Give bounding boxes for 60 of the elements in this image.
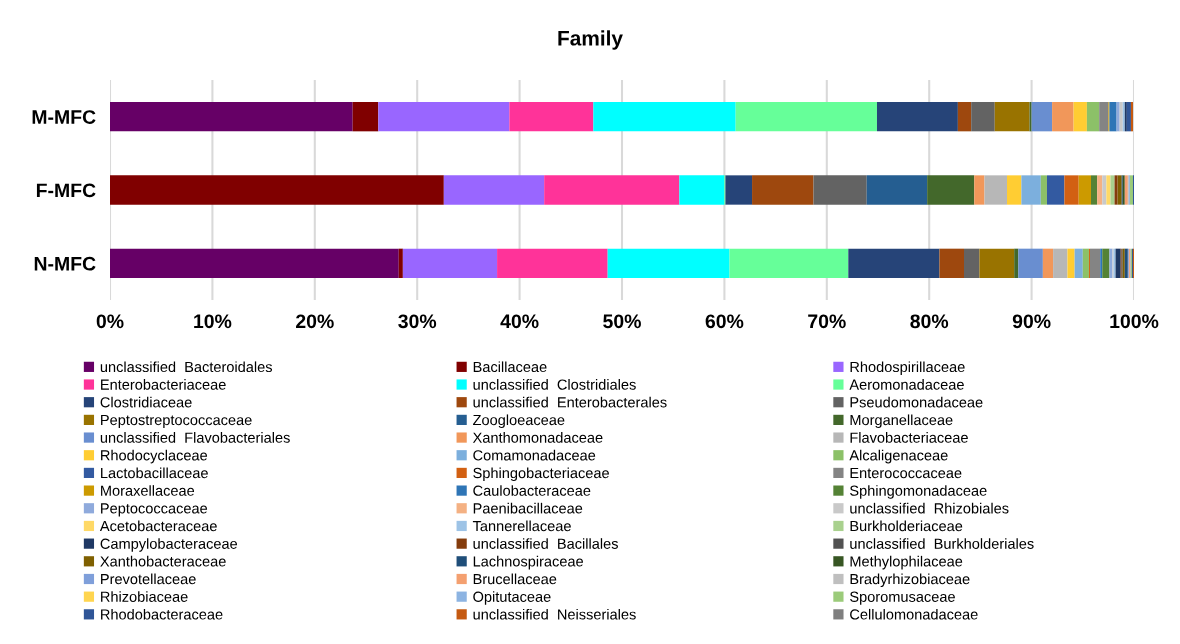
legend-label: Prevotellaceae — [101, 573, 196, 585]
legend-label: Sporomusaceae — [850, 591, 955, 605]
legend-label: unclassified Bacillales — [473, 538, 618, 549]
legend-label: Brucellaceae — [473, 573, 557, 585]
y-tick-label: F-MFC — [36, 183, 96, 198]
legend-label: Rhodospirillaceae — [850, 361, 965, 375]
legend-label: unclassified Rhizobiales — [850, 502, 1009, 514]
x-tick-label: 60% — [705, 314, 744, 329]
x-tick-label: 30% — [398, 314, 437, 329]
legend-label: unclassified Neisseriales — [473, 608, 636, 620]
x-tick-label: 70% — [808, 314, 846, 329]
chart-title: Family — [558, 30, 623, 50]
x-tick-label: 50% — [603, 314, 641, 329]
x-tick-label: 0% — [96, 314, 124, 329]
legend-label: Moraxellaceae — [101, 485, 195, 496]
legend-label: Aeromonadaceae — [849, 379, 964, 390]
legend-label: Clostridiaceae — [100, 396, 192, 408]
y-tick-label: N-MFC — [34, 256, 96, 271]
legend-label: Sphingomonadaceae — [850, 485, 987, 499]
x-tick-label: 10% — [194, 314, 232, 329]
legend-label: Burkholderiaceae — [850, 520, 963, 532]
legend-label: Lactobacillaceae — [101, 467, 208, 479]
legend-label: Rhizobiaceae — [101, 591, 188, 602]
legend-label: Enterobacteriaceae — [101, 379, 226, 390]
legend-label: Xanthobacteraceae — [100, 555, 226, 567]
legend-label: Lachnospiraceae — [473, 555, 584, 570]
legend-label: Flavobacteriaceae — [850, 432, 968, 443]
legend-label: Methylophilaceae — [850, 555, 963, 570]
legend-label: Paenibacillaceae — [473, 502, 583, 514]
legend-label: Zoogloeaceae — [473, 414, 565, 429]
legend-label: Opitutaceae — [473, 591, 551, 605]
x-tick-label: 100% — [1110, 314, 1159, 329]
x-tick-label: 40% — [500, 314, 539, 329]
legend-label: Caulobacteraceae — [473, 485, 591, 496]
legend-label: Enterococcaceae — [850, 468, 962, 479]
legend-label: unclassified Bacteroidales — [100, 361, 273, 373]
legend-label: Acetobacteraceae — [99, 520, 217, 532]
legend-label: Comamonadaceae — [473, 449, 596, 461]
legend-label: Morganellaceae — [850, 414, 953, 429]
legend-label: Campylobacteraceae — [100, 538, 238, 552]
legend-label: Alcaligenaceae — [849, 449, 948, 464]
legend-label: Xanthomonadaceae — [472, 432, 603, 443]
legend-label: Rhodocyclaceae — [101, 449, 208, 464]
legend-label: Pseudomonadaceae — [850, 396, 983, 408]
legend-label: Peptococcaceae — [101, 503, 208, 517]
legend-label: Rhodobacteraceae — [101, 608, 223, 620]
x-tick-label: 80% — [910, 314, 949, 329]
legend-label: unclassified Enterobacterales — [473, 396, 667, 408]
legend-label: unclassified Clostridiales — [473, 379, 636, 390]
legend-label: Bacillaceae — [473, 361, 547, 373]
y-tick-label: M-MFC — [32, 110, 96, 124]
x-tick-label: 90% — [1012, 314, 1051, 329]
x-tick-label: 20% — [296, 314, 334, 329]
legend-label: Sphingobacteriaceae — [473, 467, 609, 482]
legend-label: Cellulomonadaceae — [850, 608, 978, 620]
legend-label: Bradyrhizobiaceae — [850, 573, 970, 588]
legend-label: unclassified Burkholderiales — [850, 538, 1034, 549]
legend-label: unclassified Flavobacteriales — [100, 432, 290, 443]
legend-label: Peptostreptococcaceae — [101, 414, 252, 429]
legend-label: Tannerellaceae — [472, 520, 571, 532]
